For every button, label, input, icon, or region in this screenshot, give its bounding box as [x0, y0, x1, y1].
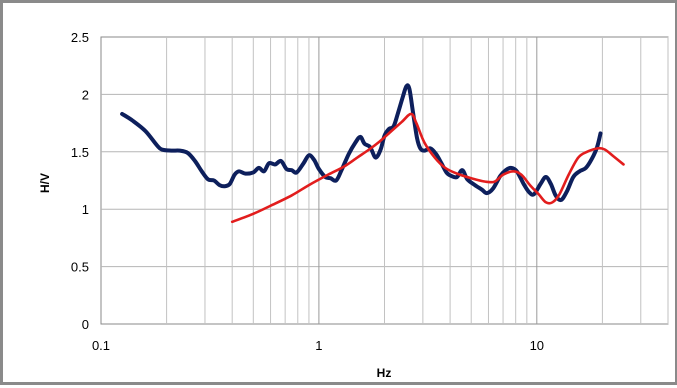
x-tick-label: 1	[315, 338, 322, 353]
series-layer	[120, 83, 625, 224]
y-axis-title: H/V	[38, 173, 52, 193]
y-tick-label: 0.5	[71, 260, 89, 275]
y-tick-label: 1	[82, 202, 89, 217]
x-tick-label: 10	[530, 338, 544, 353]
tick-labels: 0 0.5 1 1.5 2 2.5 0.1 1 10	[71, 30, 544, 353]
x-axis-title: Hz	[377, 366, 392, 380]
y-tick-label: 1.5	[71, 145, 89, 160]
hv-chart: 0 0.5 1 1.5 2 2.5 0.1 1 10 Hz H/V	[38, 30, 669, 380]
y-tick-label: 2	[82, 87, 89, 102]
y-tick-label: 0	[82, 317, 89, 332]
hv-fitted-line	[230, 112, 625, 224]
gridlines	[101, 37, 669, 324]
hv-measured-line	[120, 83, 603, 203]
x-tick-label: 0.1	[92, 338, 110, 353]
y-tick-label: 2.5	[71, 30, 89, 45]
